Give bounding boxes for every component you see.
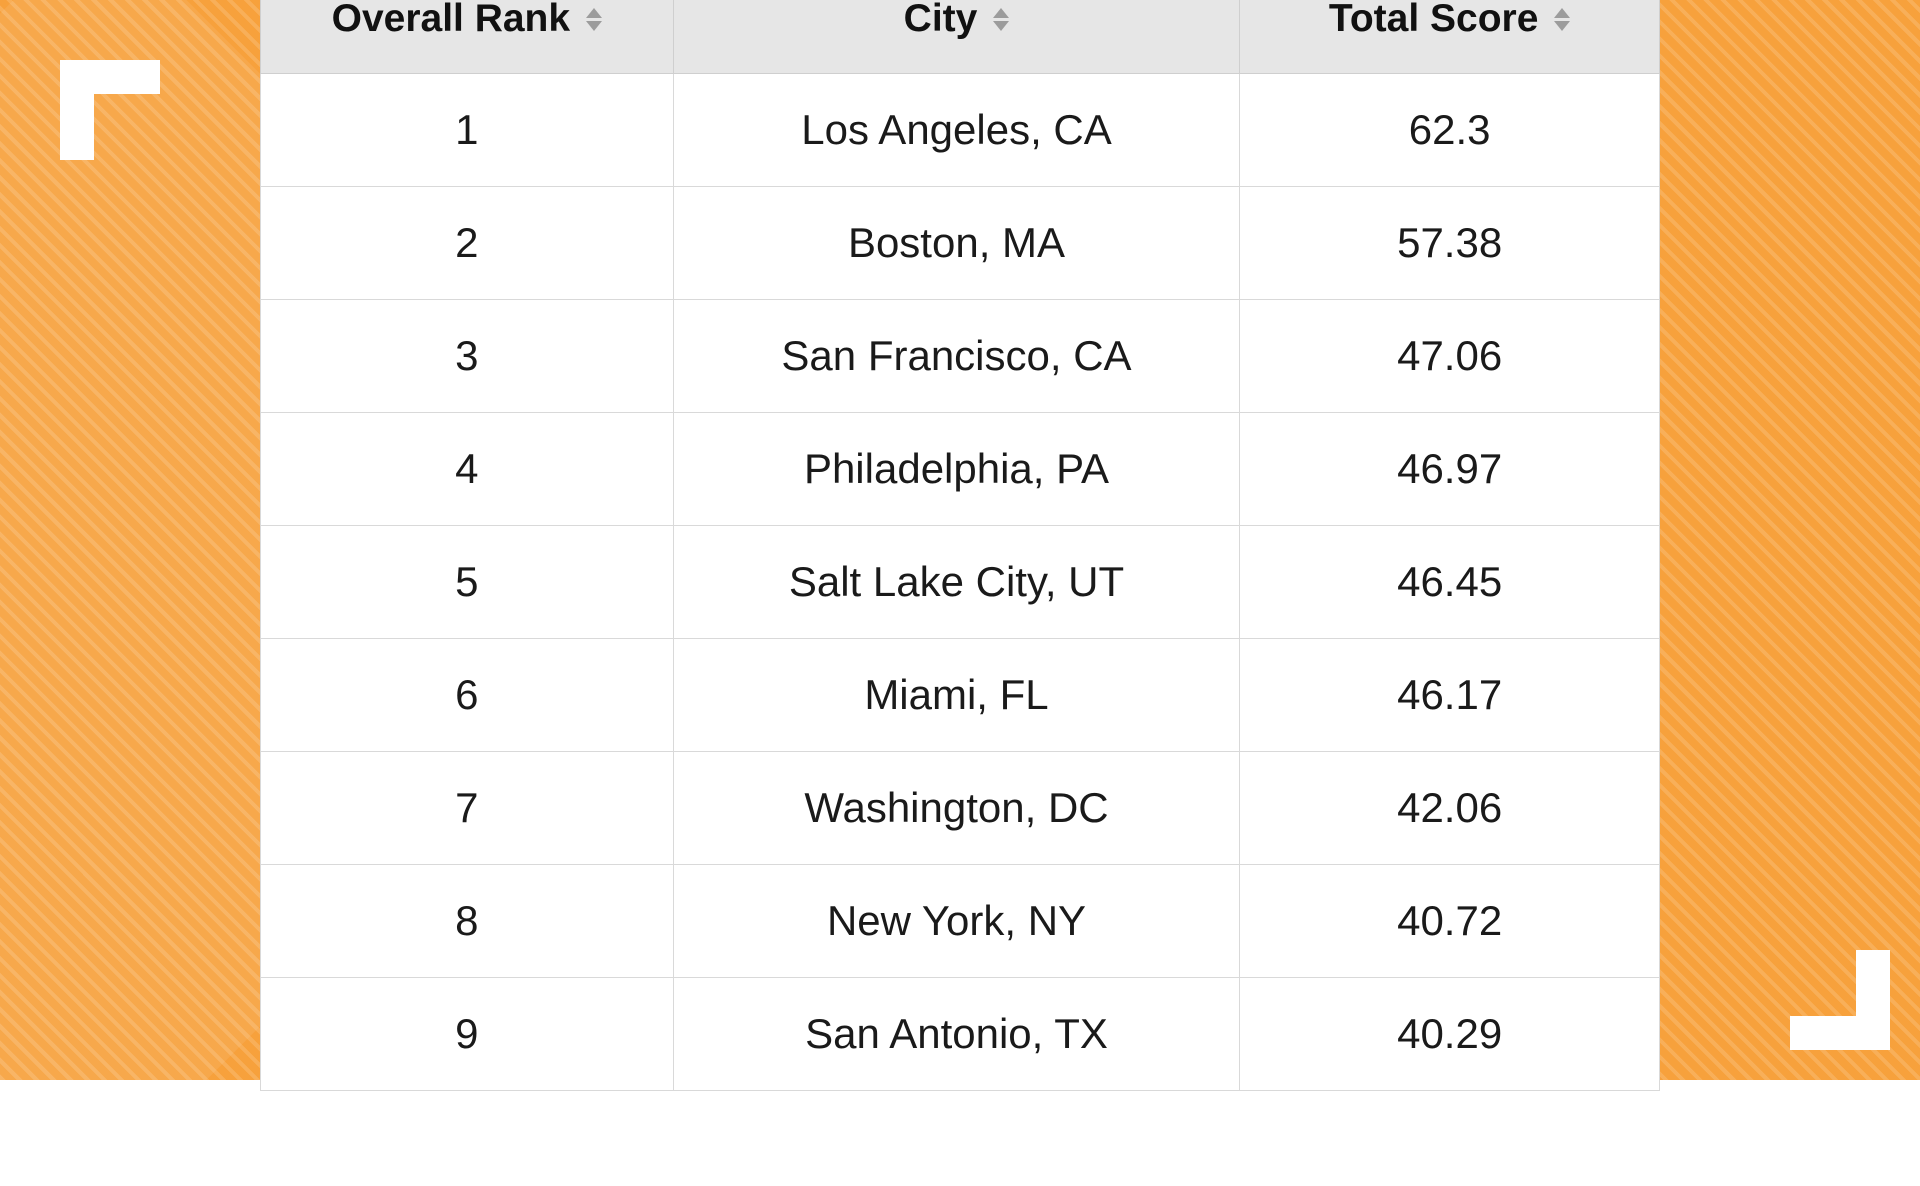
cell-score: 46.97 xyxy=(1240,413,1660,526)
cell-score: 62.3 xyxy=(1240,74,1660,187)
cell-city: Los Angeles, CA xyxy=(673,74,1240,187)
table-row: 1 Los Angeles, CA 62.3 xyxy=(261,74,1660,187)
sort-icon xyxy=(1554,8,1570,31)
frame-corner-top-left-icon xyxy=(60,60,160,160)
cell-rank: 1 xyxy=(261,74,674,187)
cell-rank: 4 xyxy=(261,413,674,526)
table-row: 6 Miami, FL 46.17 xyxy=(261,639,1660,752)
cell-city: Salt Lake City, UT xyxy=(673,526,1240,639)
table-row: 3 San Francisco, CA 47.06 xyxy=(261,300,1660,413)
cell-score: 57.38 xyxy=(1240,187,1660,300)
cell-city: Miami, FL xyxy=(673,639,1240,752)
frame-corner-bottom-right-icon xyxy=(1790,950,1890,1050)
cell-rank: 7 xyxy=(261,752,674,865)
cell-city: Boston, MA xyxy=(673,187,1240,300)
table-row: 2 Boston, MA 57.38 xyxy=(261,187,1660,300)
ranking-table: Overall Rank City xyxy=(260,0,1660,1091)
cell-rank: 5 xyxy=(261,526,674,639)
table-row: 9 San Antonio, TX 40.29 xyxy=(261,978,1660,1091)
column-header-label: Overall Rank xyxy=(332,0,570,41)
cell-score: 40.29 xyxy=(1240,978,1660,1091)
sort-icon xyxy=(586,8,602,31)
column-header-label: City xyxy=(904,0,978,41)
cell-score: 47.06 xyxy=(1240,300,1660,413)
sort-icon xyxy=(993,8,1009,31)
column-header-city[interactable]: City xyxy=(673,0,1240,74)
cell-rank: 9 xyxy=(261,978,674,1091)
cell-score: 46.45 xyxy=(1240,526,1660,639)
cell-city: San Antonio, TX xyxy=(673,978,1240,1091)
cell-rank: 8 xyxy=(261,865,674,978)
ranking-table-container: Overall Rank City xyxy=(260,0,1660,1091)
table-row: 4 Philadelphia, PA 46.97 xyxy=(261,413,1660,526)
column-header-label: Total Score xyxy=(1329,0,1539,41)
cell-rank: 2 xyxy=(261,187,674,300)
column-header-overall-rank[interactable]: Overall Rank xyxy=(261,0,674,74)
cell-city: New York, NY xyxy=(673,865,1240,978)
cell-score: 46.17 xyxy=(1240,639,1660,752)
cell-city: San Francisco, CA xyxy=(673,300,1240,413)
column-header-total-score[interactable]: Total Score xyxy=(1240,0,1660,74)
cell-rank: 6 xyxy=(261,639,674,752)
cell-score: 40.72 xyxy=(1240,865,1660,978)
cell-city: Philadelphia, PA xyxy=(673,413,1240,526)
cell-city: Washington, DC xyxy=(673,752,1240,865)
table-row: 8 New York, NY 40.72 xyxy=(261,865,1660,978)
cell-rank: 3 xyxy=(261,300,674,413)
cell-score: 42.06 xyxy=(1240,752,1660,865)
table-row: 5 Salt Lake City, UT 46.45 xyxy=(261,526,1660,639)
table-row: 7 Washington, DC 42.06 xyxy=(261,752,1660,865)
table-header-row: Overall Rank City xyxy=(261,0,1660,74)
